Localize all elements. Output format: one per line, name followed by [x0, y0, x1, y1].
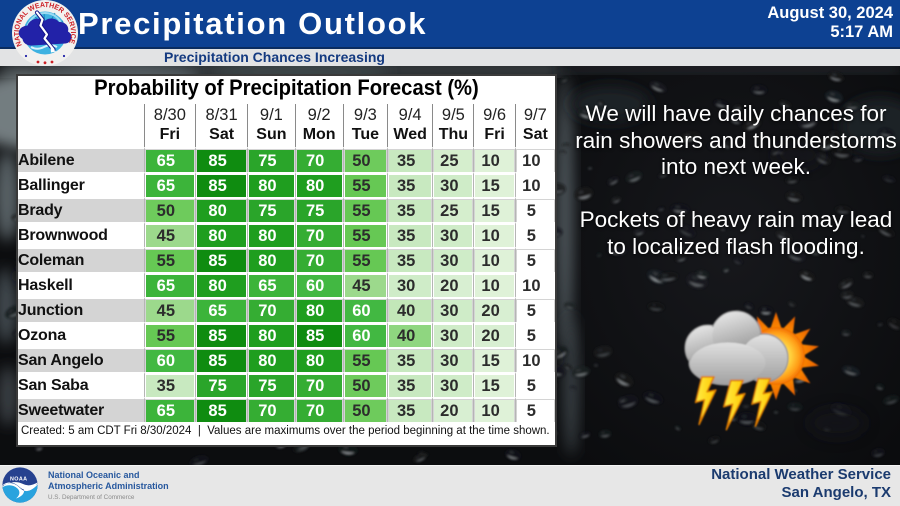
- svg-text:NOAA: NOAA: [10, 477, 27, 483]
